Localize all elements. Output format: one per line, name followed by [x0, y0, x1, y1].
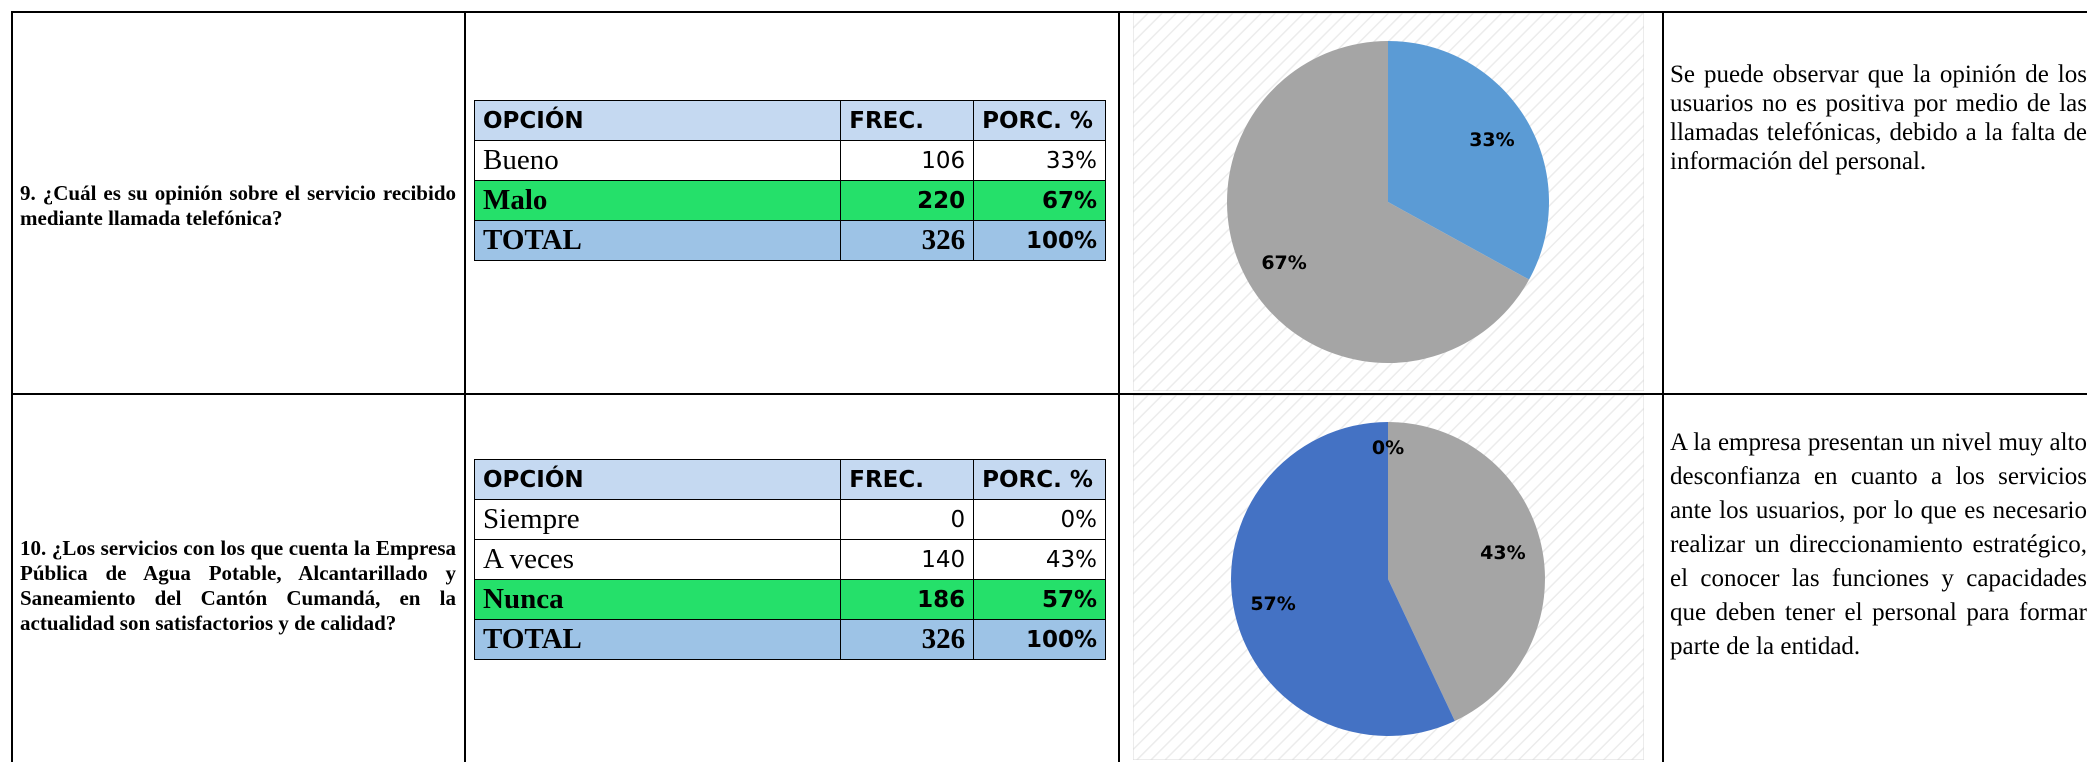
header-cell: OPCIÓN — [473, 100, 842, 141]
cell: 326 — [840, 619, 975, 660]
cell: Bueno — [473, 140, 842, 181]
rule — [1118, 11, 1120, 762]
slice-label: 33% — [1469, 129, 1514, 151]
header-row: OPCIÓN FREC. PORC. % — [473, 100, 1106, 141]
cell: 0% — [973, 499, 1106, 540]
cell: TOTAL — [473, 619, 842, 660]
cell: 100% — [973, 220, 1106, 261]
cell: Siempre — [473, 499, 842, 540]
pie-slice — [1227, 40, 1530, 364]
rule — [1662, 11, 1664, 762]
question: 9. ¿Cuál es su opinión sobre el servicio… — [20, 181, 456, 230]
cell: 106 — [840, 140, 975, 181]
pie-chart: 0% 43% 57% — [1133, 395, 1644, 760]
cell: A veces — [473, 539, 842, 580]
table-row: Nunca 186 57% — [473, 579, 1106, 620]
table-row: A veces 140 43% — [473, 539, 1106, 580]
header-cell: FREC. — [840, 100, 975, 141]
table-row: Malo 220 67% — [473, 180, 1106, 221]
slice-label: 43% — [1480, 542, 1525, 564]
pie-chart: 33% 67% — [1133, 13, 1644, 391]
header-row: OPCIÓN FREC. PORC. % — [473, 459, 1106, 500]
table-row: Bueno 106 33% — [473, 140, 1106, 181]
rule — [11, 11, 2087, 13]
rule — [464, 11, 466, 762]
question: 10. ¿Los servicios con los que cuenta la… — [20, 536, 456, 635]
cell: 140 — [840, 539, 975, 580]
table: OPCIÓN FREC. PORC. % Bueno 106 33% Malo 220 67% T… — [473, 100, 1106, 261]
rule — [11, 11, 13, 762]
cell: Malo — [473, 180, 842, 221]
pie-slice — [1388, 422, 1545, 722]
cell: TOTAL — [473, 220, 842, 261]
cell: 33% — [973, 140, 1106, 181]
description: Se puede observar que la opinión de los … — [1670, 61, 2087, 175]
cell: 326 — [840, 220, 975, 261]
pie-slice — [1231, 422, 1455, 736]
cell: 220 — [840, 180, 975, 221]
table-row: TOTAL 326 100% — [473, 619, 1106, 660]
slice-label: 67% — [1261, 252, 1306, 274]
rule — [11, 393, 2087, 395]
pie-slice — [1388, 41, 1549, 280]
table-row: TOTAL 326 100% — [473, 220, 1106, 261]
table: OPCIÓN FREC. PORC. % Siempre 0 0% A veces 140 43… — [473, 459, 1106, 660]
cell: 186 — [840, 579, 975, 620]
cell: 57% — [973, 579, 1106, 620]
cell: Nunca — [473, 579, 842, 620]
header-cell: PORC. % — [973, 100, 1106, 141]
cell: 100% — [973, 619, 1106, 660]
header-cell: FREC. — [840, 459, 975, 500]
slice-label: 0% — [1372, 437, 1404, 459]
cell: 0 — [840, 499, 975, 540]
header-cell: PORC. % — [973, 459, 1106, 500]
header-cell: OPCIÓN — [473, 459, 842, 500]
description: A la empresa presentan un nivel muy alto… — [1670, 429, 2087, 660]
table-row: Siempre 0 0% — [473, 499, 1106, 540]
slice-label: 57% — [1250, 593, 1295, 615]
cell: 43% — [973, 539, 1106, 580]
cell: 67% — [973, 180, 1106, 221]
